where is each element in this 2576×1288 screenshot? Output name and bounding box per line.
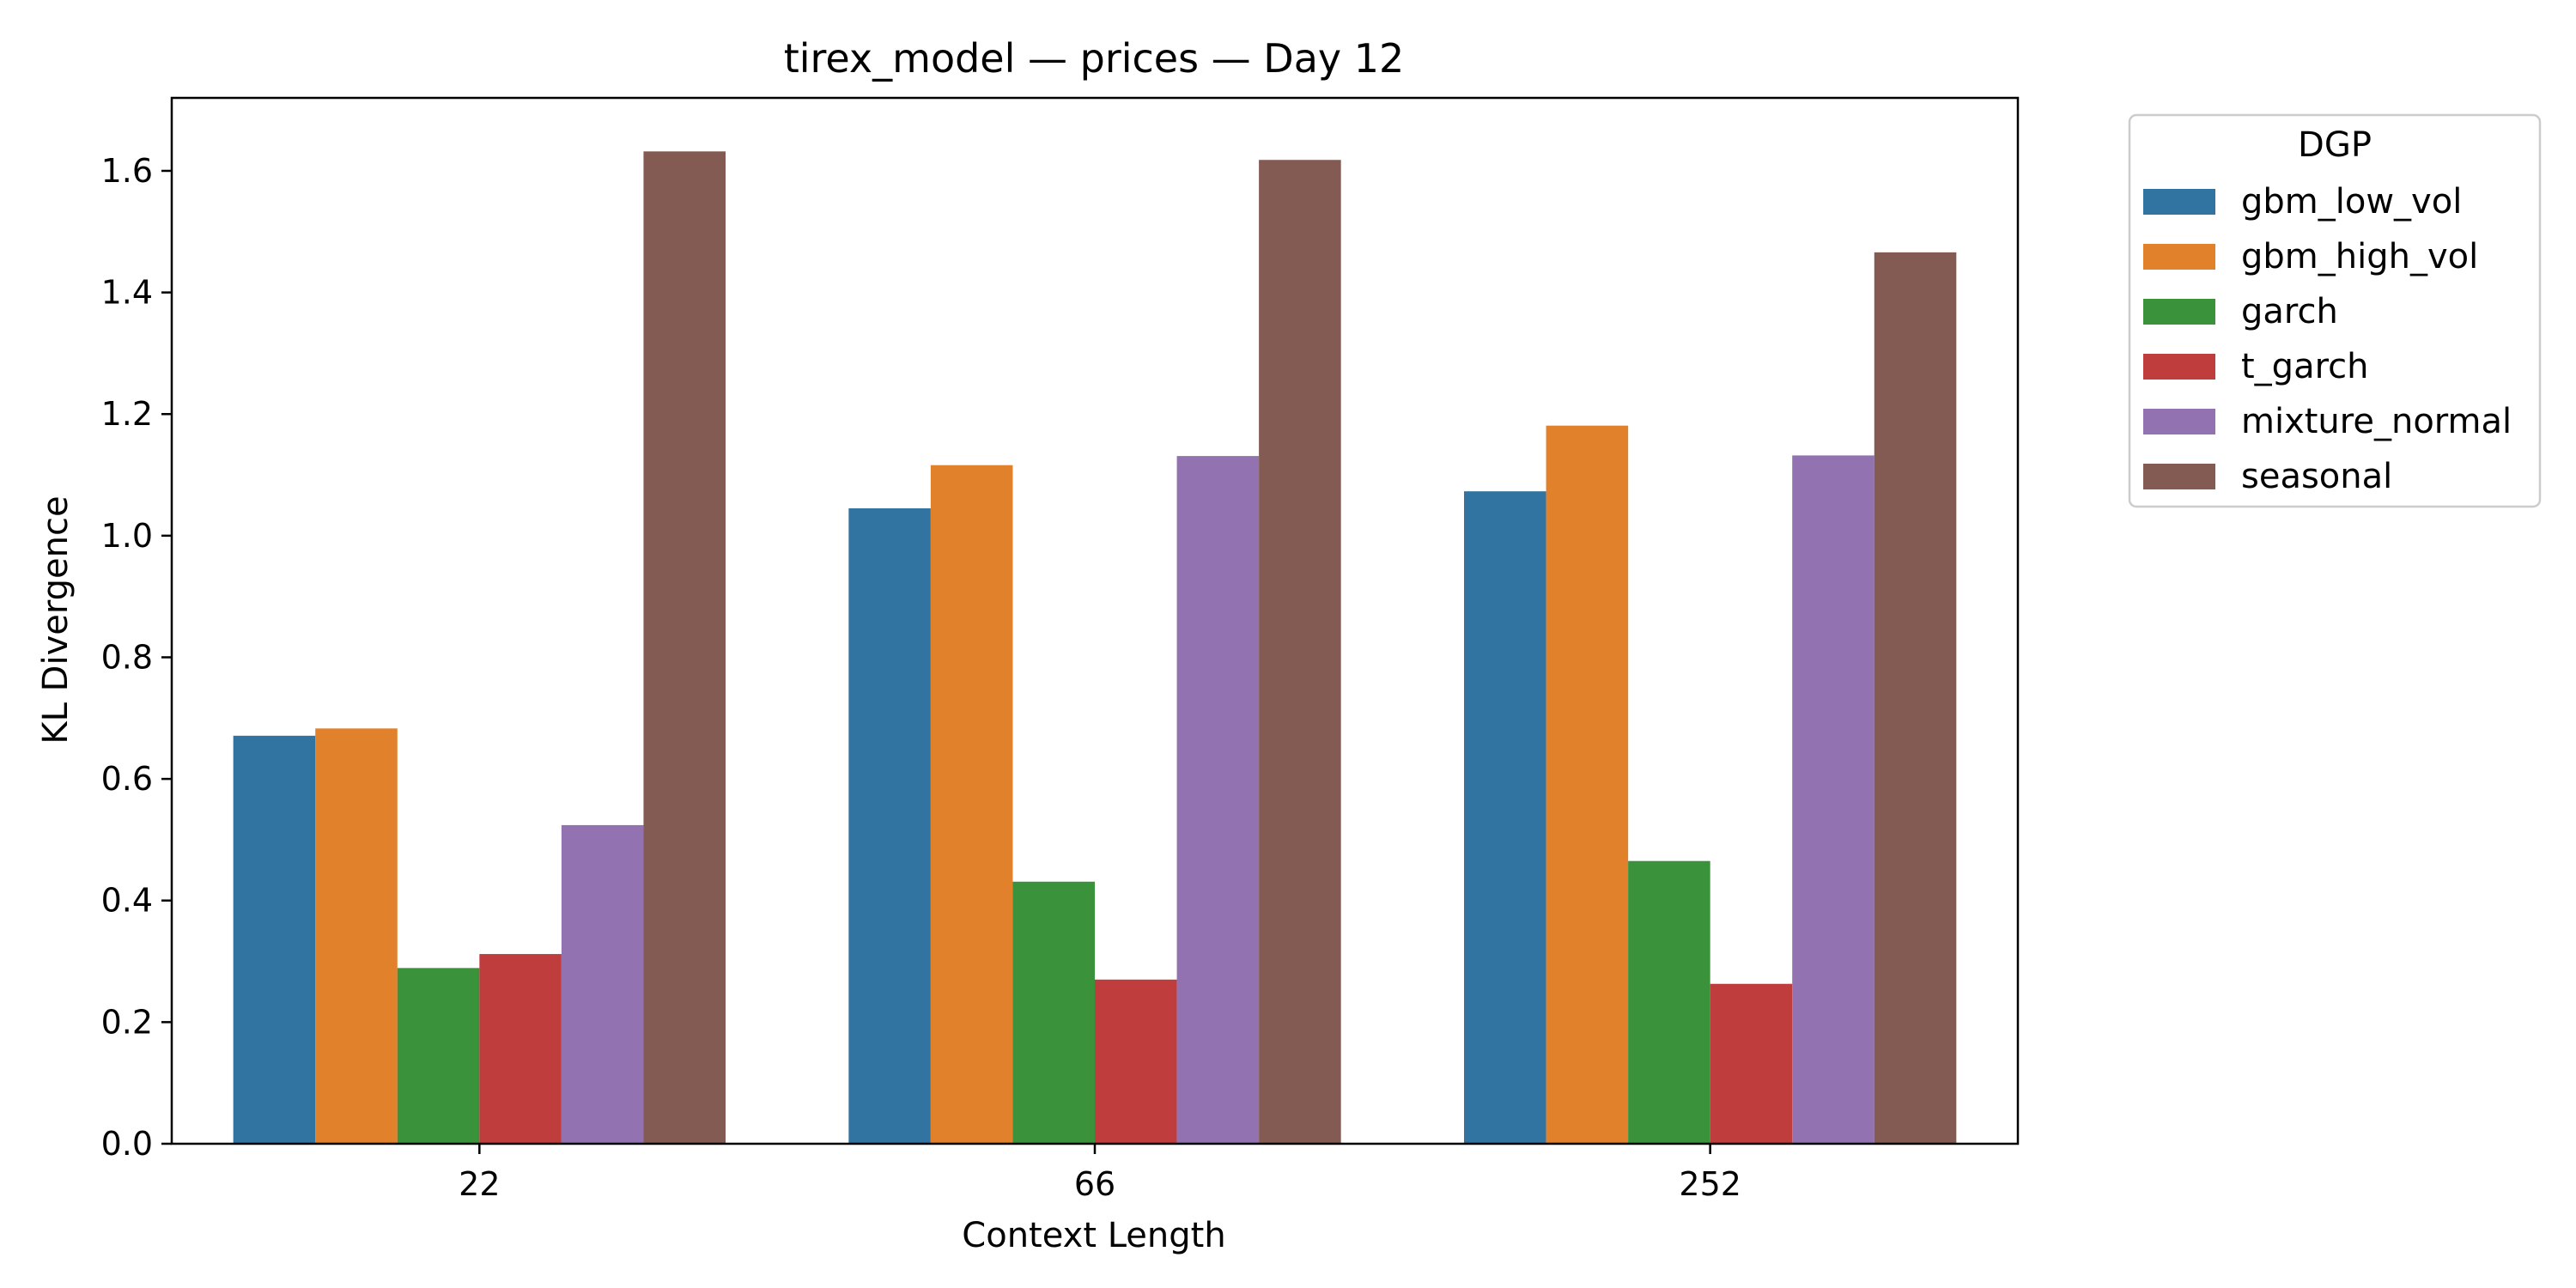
legend-label-t_garch: t_garch — [2241, 347, 2369, 386]
y-tick-label: 1.6 — [101, 152, 153, 190]
x-tick-label: 22 — [459, 1165, 500, 1203]
legend-swatch-t_garch — [2143, 354, 2215, 380]
bar-mixture_normal-252 — [1792, 455, 1874, 1144]
bar-mixture_normal-66 — [1176, 456, 1260, 1144]
x-axis-label: Context Length — [962, 1216, 1225, 1255]
legend-label-mixture_normal: mixture_normal — [2241, 402, 2512, 441]
bar-seasonal-66 — [1259, 160, 1341, 1145]
bar-seasonal-22 — [643, 151, 726, 1144]
bar-gbm_high_vol-66 — [930, 465, 1013, 1144]
bar-gbm_high_vol-22 — [315, 728, 398, 1144]
bar-garch-22 — [397, 968, 480, 1144]
bars-layer — [233, 151, 1957, 1145]
y-tick-label: 0.4 — [101, 882, 153, 920]
y-tick-label: 0.8 — [101, 638, 153, 676]
bar-gbm_low_vol-22 — [233, 735, 316, 1144]
x-tick-label: 252 — [1679, 1165, 1741, 1203]
bar-t_garch-66 — [1095, 979, 1177, 1144]
bar-gbm_low_vol-252 — [1464, 491, 1546, 1144]
legend-swatch-gbm_high_vol — [2143, 244, 2215, 270]
y-axis-label: KL Divergence — [36, 495, 76, 744]
bar-seasonal-252 — [1874, 252, 1957, 1144]
legend-swatch-mixture_normal — [2143, 409, 2215, 434]
bar-t_garch-22 — [479, 954, 562, 1144]
legend-label-gbm_high_vol: gbm_high_vol — [2241, 237, 2478, 276]
bar-garch-252 — [1628, 860, 1710, 1144]
bar-gbm_low_vol-66 — [848, 507, 931, 1144]
legend-label-seasonal: seasonal — [2241, 457, 2392, 496]
legend-frame — [2128, 113, 2542, 508]
bar-garch-66 — [1012, 881, 1095, 1144]
legend-swatch-seasonal — [2143, 464, 2215, 489]
y-tick-label: 1.0 — [101, 517, 153, 555]
y-tick-label: 1.4 — [101, 274, 153, 312]
y-tick-label: 0.2 — [101, 1003, 153, 1041]
bar-t_garch-252 — [1710, 983, 1793, 1144]
legend-label-gbm_low_vol: gbm_low_vol — [2241, 182, 2462, 222]
legend-title: DGP — [2298, 125, 2372, 165]
bar-gbm_high_vol-252 — [1546, 425, 1629, 1144]
legend-swatch-gbm_low_vol — [2143, 189, 2215, 215]
y-tick-label: 1.2 — [101, 395, 153, 433]
legend-swatch-garch — [2143, 299, 2215, 325]
axes-layer: 0.0 0.2 0.4 0.6 0.8 1.0 1.2 1.4 1.6 22 66 252 — [101, 96, 2020, 1203]
y-tick-label: 0.6 — [101, 760, 153, 798]
y-tick-label: 0.0 — [101, 1125, 153, 1163]
x-tick-label: 66 — [1074, 1165, 1115, 1203]
legend-label-garch: garch — [2241, 292, 2338, 331]
chart-title: tirex_model — prices — Day 12 — [784, 35, 1405, 82]
bar-mixture_normal-22 — [561, 824, 644, 1144]
